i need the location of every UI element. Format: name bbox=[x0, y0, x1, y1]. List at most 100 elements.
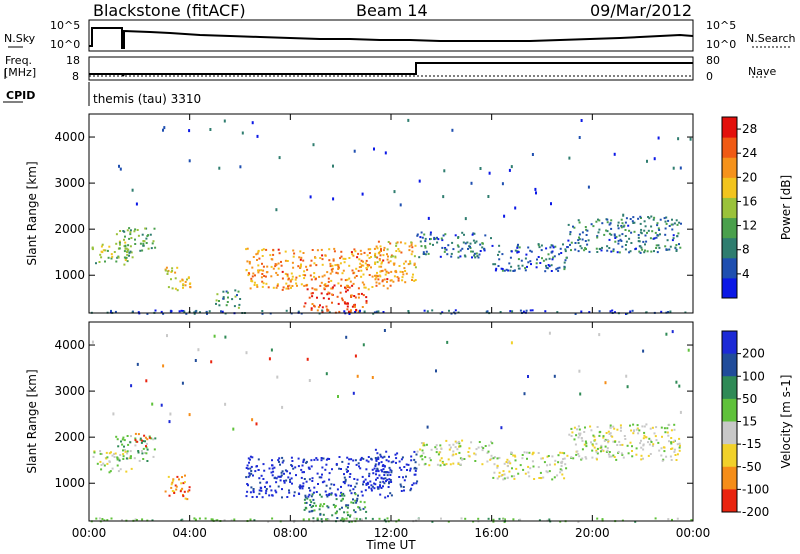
range-cell bbox=[473, 452, 476, 455]
range-cell bbox=[577, 453, 580, 455]
range-cell bbox=[249, 467, 252, 470]
range-cell bbox=[537, 256, 540, 258]
range-cell bbox=[528, 451, 531, 454]
range-cell bbox=[449, 446, 452, 449]
range-cell bbox=[287, 287, 290, 290]
range-cell bbox=[387, 255, 389, 258]
range-cell bbox=[171, 287, 174, 290]
range-cell bbox=[429, 242, 432, 245]
range-cell bbox=[254, 470, 257, 473]
range-cell bbox=[93, 450, 96, 453]
range-cell bbox=[234, 289, 237, 292]
range-cell bbox=[286, 275, 289, 278]
range-cell bbox=[584, 440, 587, 443]
range-cell bbox=[100, 464, 103, 466]
isolated-echo bbox=[278, 156, 281, 160]
isolated-echo bbox=[224, 402, 227, 406]
range-cell bbox=[308, 510, 311, 513]
range-cell bbox=[630, 242, 633, 244]
range-cell bbox=[374, 465, 377, 467]
range-cell bbox=[250, 277, 253, 280]
isolated-echo bbox=[163, 126, 166, 130]
range-cell bbox=[577, 250, 580, 253]
range-cell bbox=[340, 255, 343, 258]
range-cell bbox=[187, 277, 190, 280]
range-cell bbox=[660, 310, 663, 313]
range-cell bbox=[640, 454, 643, 457]
range-cell bbox=[357, 506, 360, 509]
range-cell bbox=[668, 248, 671, 251]
range-cell bbox=[553, 463, 556, 466]
range-cell bbox=[577, 425, 580, 428]
range-cell bbox=[564, 248, 567, 251]
colorbar-swatch bbox=[722, 117, 737, 138]
range-cell bbox=[375, 473, 377, 476]
range-cell bbox=[605, 229, 608, 232]
range-cell bbox=[255, 495, 258, 498]
range-cell bbox=[392, 460, 395, 463]
nsky-label: N.Sky bbox=[4, 32, 36, 45]
range-cell bbox=[208, 310, 211, 313]
range-cell bbox=[271, 464, 273, 467]
range-cell bbox=[343, 261, 346, 264]
range-cell bbox=[420, 454, 423, 457]
range-cell bbox=[129, 245, 132, 248]
range-cell bbox=[251, 496, 254, 498]
range-cell bbox=[608, 232, 611, 235]
range-cell bbox=[129, 229, 132, 232]
range-cell bbox=[496, 466, 499, 469]
range-cell bbox=[261, 249, 264, 252]
range-cell bbox=[193, 311, 196, 314]
range-cell bbox=[237, 306, 240, 309]
range-cell bbox=[578, 221, 581, 224]
range-cell bbox=[289, 279, 292, 282]
colorbar-tick-label: 50 bbox=[742, 392, 757, 406]
range-cell bbox=[388, 482, 390, 485]
range-cell bbox=[670, 223, 673, 226]
range-cell bbox=[91, 246, 94, 249]
range-cell bbox=[676, 453, 679, 456]
range-cell bbox=[563, 477, 566, 480]
range-cell bbox=[170, 483, 173, 486]
range-cell bbox=[289, 472, 291, 475]
range-cell bbox=[606, 249, 609, 252]
range-cell bbox=[401, 456, 404, 459]
isolated-echo bbox=[675, 380, 678, 384]
range-cell bbox=[596, 236, 599, 239]
range-cell bbox=[123, 439, 126, 442]
range-cell bbox=[248, 472, 251, 475]
range-cell bbox=[178, 478, 180, 481]
isolated-echo bbox=[426, 425, 429, 429]
range-cell bbox=[302, 518, 305, 521]
range-cell bbox=[481, 463, 484, 466]
isolated-echo bbox=[181, 381, 184, 385]
range-cell bbox=[363, 251, 366, 254]
isolated-echo bbox=[446, 340, 449, 344]
range-cell bbox=[419, 240, 422, 243]
range-cell bbox=[312, 505, 315, 507]
range-cell bbox=[388, 478, 391, 481]
range-cell bbox=[260, 474, 263, 477]
range-cell bbox=[469, 245, 471, 248]
range-cell bbox=[670, 448, 673, 450]
range-cell bbox=[115, 233, 118, 236]
range-cell bbox=[645, 240, 648, 243]
range-cell bbox=[335, 498, 338, 501]
colorbar-tick-label: 4 bbox=[742, 267, 750, 281]
range-cell bbox=[448, 448, 451, 451]
range-cell bbox=[546, 267, 549, 270]
range-cell bbox=[281, 288, 284, 291]
range-cell bbox=[399, 270, 402, 273]
range-cell bbox=[633, 430, 635, 433]
range-cell bbox=[120, 440, 122, 443]
isolated-echo bbox=[251, 121, 254, 125]
range-cell bbox=[326, 457, 329, 460]
range-cell bbox=[624, 248, 627, 251]
range-cell bbox=[184, 284, 187, 287]
range-cell bbox=[421, 458, 424, 461]
range-cell bbox=[569, 231, 572, 233]
range-cell bbox=[620, 452, 623, 455]
range-cell bbox=[440, 457, 443, 460]
range-cell bbox=[613, 456, 616, 458]
range-cell bbox=[657, 244, 660, 247]
